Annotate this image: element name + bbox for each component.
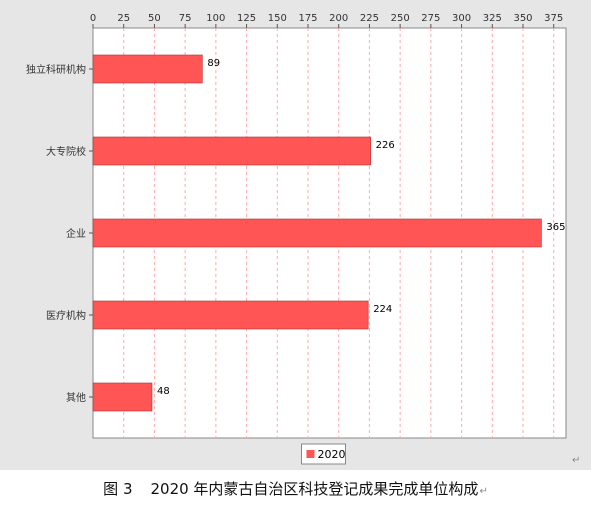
x-tick-label: 300	[452, 13, 471, 24]
x-tick-label: 375	[544, 13, 563, 24]
legend-label: 2020	[318, 448, 346, 461]
x-tick-label: 350	[513, 13, 532, 24]
data-label: 226	[376, 140, 395, 151]
x-tick-label: 250	[391, 13, 410, 24]
data-label: 224	[373, 304, 392, 315]
paragraph-mark-icon: ↵	[572, 455, 581, 466]
data-label: 48	[157, 386, 170, 397]
bar	[92, 54, 203, 84]
x-tick-label: 175	[298, 13, 317, 24]
bar	[92, 382, 153, 412]
figure-caption-text: 2020 年内蒙古自治区科技登记成果完成单位构成	[150, 480, 479, 498]
x-tick-label: 75	[179, 13, 192, 24]
category-label: 其他	[66, 391, 86, 404]
legend-box	[301, 443, 346, 465]
bar	[92, 300, 369, 330]
paragraph-mark-icon: ↵	[479, 486, 488, 497]
x-tick-label: 325	[483, 13, 502, 24]
figure-caption: 图 3 2020 年内蒙古自治区科技登记成果完成单位构成↵	[0, 478, 591, 508]
x-tick-label: 25	[117, 13, 130, 24]
category-label: 医疗机构	[46, 309, 86, 322]
category-label: 企业	[66, 227, 86, 240]
x-tick-label: 150	[268, 13, 287, 24]
x-tick-label: 100	[206, 13, 225, 24]
x-tick-label: 200	[329, 13, 348, 24]
category-label: 大专院校	[46, 145, 86, 158]
chart-area: 0 25 50 75 100 125 150 175 200 225 250 275 300 325 350…	[0, 0, 591, 470]
bar	[92, 136, 371, 166]
legend-swatch	[306, 450, 315, 458]
figure-number: 图 3	[103, 480, 133, 498]
x-tick-label: 225	[360, 13, 379, 24]
data-label: 89	[207, 58, 220, 69]
bar	[92, 218, 542, 248]
bar-chart: 0 25 50 75 100 125 150 175 200 225 250 275 300 325 350…	[0, 0, 591, 470]
x-tick-label: 0	[90, 13, 96, 24]
x-tick-label: 50	[148, 13, 161, 24]
x-tick-label: 275	[421, 13, 440, 24]
category-label: 独立科研机构	[26, 63, 86, 76]
data-label: 365	[546, 222, 565, 233]
x-tick-label: 125	[237, 13, 256, 24]
